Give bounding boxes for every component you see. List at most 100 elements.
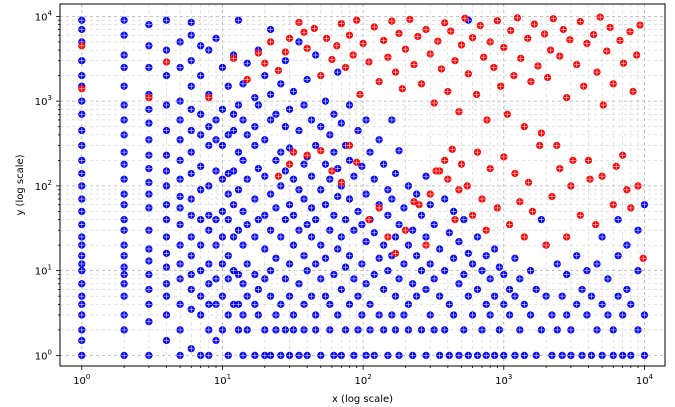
scatter-point: [341, 326, 350, 334]
scatter-point: [187, 252, 195, 260]
scatter-point: [187, 57, 195, 65]
scatter-point: [580, 82, 588, 90]
scatter-point: [604, 275, 612, 283]
scatter-point: [120, 326, 128, 334]
scatter-point: [549, 15, 557, 23]
scatter-point: [205, 326, 213, 334]
scatter-point: [224, 216, 232, 224]
scatter-point: [176, 156, 184, 164]
scatter-point: [422, 285, 430, 294]
scatter-point: [520, 351, 528, 360]
scatter-point: [277, 182, 285, 190]
scatter-point: [583, 39, 591, 48]
scatter-point: [239, 156, 247, 164]
scatter-point: [243, 220, 251, 229]
scatter-point: [274, 172, 283, 180]
scatter-point: [295, 226, 303, 234]
scatter-point: [120, 116, 128, 124]
scatter-point: [461, 14, 469, 22]
scatter-point: [176, 300, 184, 308]
scatter-point: [239, 280, 247, 288]
scatter-point: [524, 34, 532, 42]
scatter-point: [633, 51, 641, 59]
scatter-point: [567, 351, 575, 360]
scatter-point: [532, 351, 540, 360]
scatter-point: [289, 211, 298, 219]
scatter-point: [511, 351, 519, 360]
scatter-point: [261, 326, 269, 334]
scatter-point: [426, 201, 434, 209]
scatter-point: [300, 101, 308, 109]
scatter-point: [482, 300, 490, 308]
scatter-point: [558, 351, 566, 360]
scatter-point: [404, 182, 413, 190]
scatter-point: [553, 141, 561, 150]
scatter-point: [634, 267, 642, 275]
scatter-point: [537, 216, 545, 224]
scatter-point: [254, 101, 262, 109]
scatter-point: [78, 336, 86, 345]
scatter-point: [205, 280, 213, 288]
scatter-point: [281, 57, 289, 65]
scatter-point: [576, 17, 584, 26]
scatter-point: [197, 110, 205, 118]
scatter-point: [437, 65, 445, 73]
scatter-point: [511, 292, 519, 300]
scatter-point: [239, 241, 247, 249]
scatter-point: [380, 241, 388, 249]
scatter-point: [384, 351, 392, 360]
scatter-point: [312, 51, 320, 59]
scatter-point: [341, 63, 350, 72]
scatter-point: [609, 201, 617, 209]
scatter-point: [234, 16, 243, 24]
scatter-point: [197, 131, 205, 139]
scatter-point: [434, 37, 442, 45]
scatter-point: [337, 20, 345, 28]
scatter-point: [212, 275, 220, 283]
scatter-point: [358, 311, 366, 319]
scatter-point: [145, 190, 153, 198]
scatter-point: [162, 101, 171, 109]
scatter-point: [251, 351, 259, 360]
scatter-point: [239, 351, 247, 360]
scatter-point: [289, 311, 298, 319]
scatter-point: [176, 351, 184, 360]
scatter-point: [300, 326, 308, 334]
scatter-point: [337, 285, 345, 294]
scatter-point: [345, 141, 354, 150]
scatter-point: [187, 82, 195, 90]
scatter-point: [468, 211, 477, 219]
scatter-point: [398, 85, 406, 93]
scatter-point: [391, 326, 400, 334]
scatter-point: [384, 211, 392, 219]
scatter-point: [224, 351, 232, 360]
scatter-point: [317, 147, 325, 155]
scatter-point: [120, 280, 128, 288]
scatter-point: [187, 270, 195, 279]
scatter-point: [455, 280, 463, 288]
scatter-point: [537, 326, 545, 334]
scatter-point: [254, 216, 262, 224]
scatter-point: [251, 195, 259, 203]
scatter-point: [609, 351, 617, 360]
scatter-point: [540, 30, 549, 38]
scatter-point: [401, 226, 410, 234]
scatter-point: [145, 351, 153, 360]
scatter-point: [224, 252, 232, 260]
scatter-point: [527, 78, 535, 86]
scatter-point: [503, 110, 511, 118]
scatter-point: [472, 90, 481, 99]
y-tick-label: 103: [35, 94, 52, 108]
scatter-point: [330, 110, 338, 118]
scatter-point: [478, 267, 486, 275]
scatter-point: [370, 351, 378, 360]
scatter-point: [300, 195, 308, 203]
scatter-point: [300, 252, 308, 260]
scatter-point: [362, 351, 370, 360]
scatter-point: [451, 216, 459, 224]
scatter-point: [558, 292, 566, 300]
scatter-point: [229, 54, 238, 62]
scatter-point: [78, 195, 86, 203]
scatter-point: [375, 78, 383, 86]
